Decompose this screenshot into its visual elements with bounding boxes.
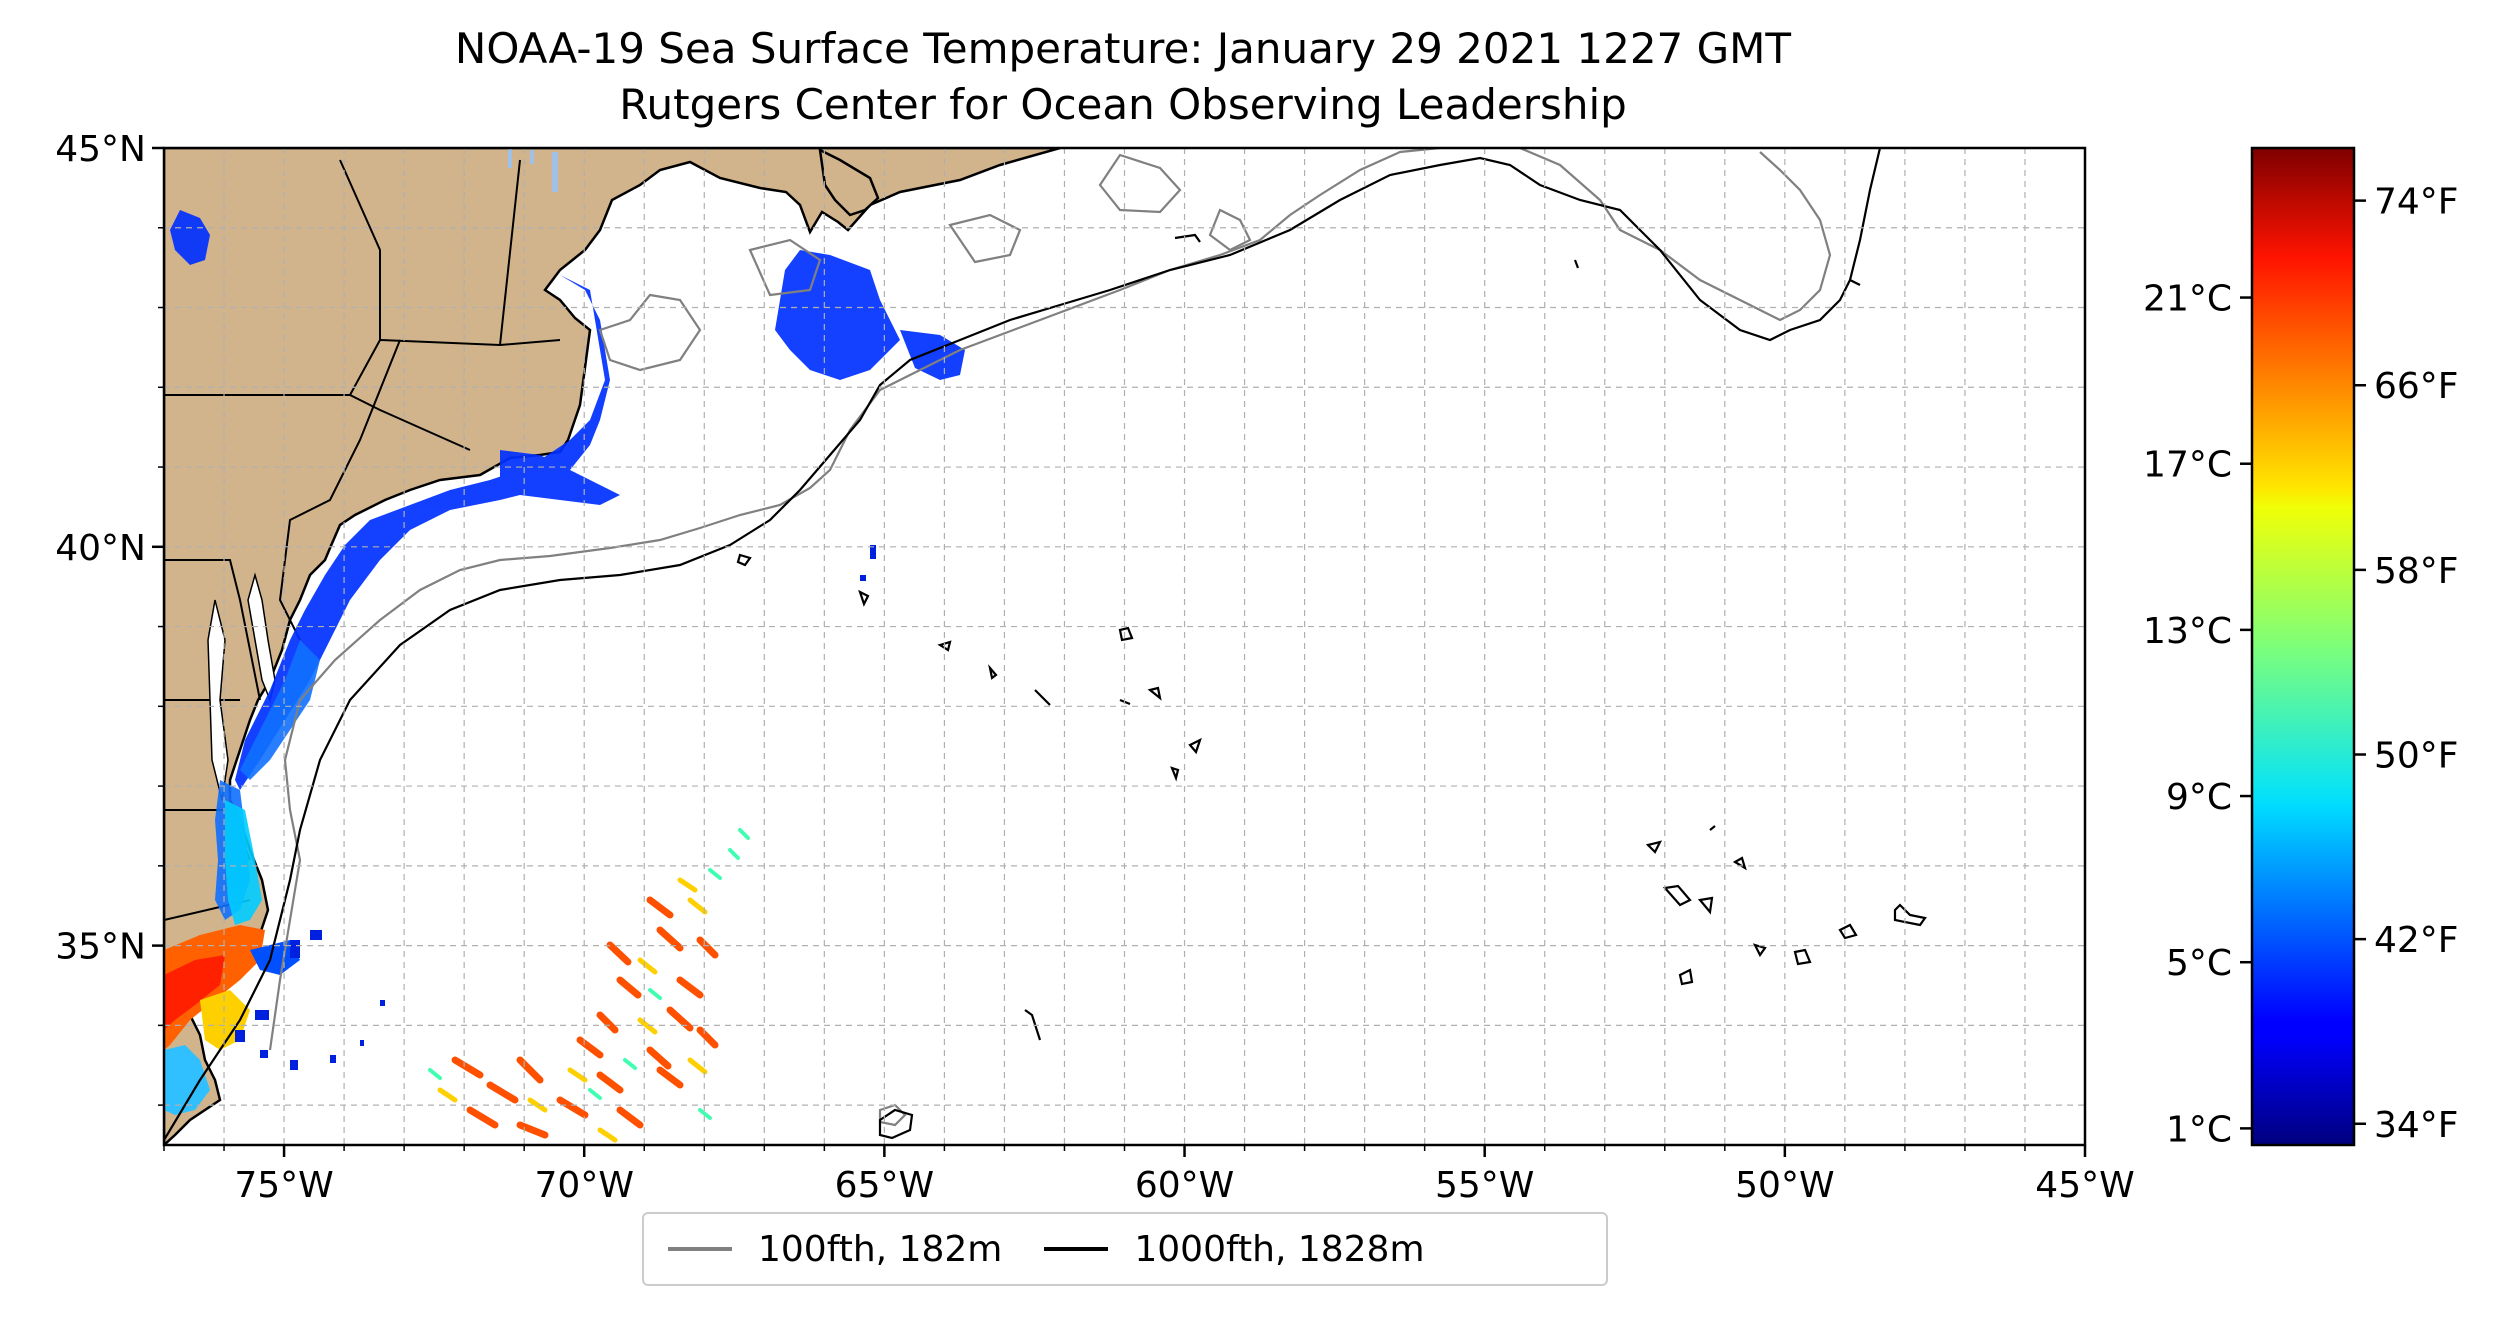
legend-swatch (1044, 1247, 1109, 1251)
land-nova-scotia (818, 148, 880, 217)
legend-swatch (668, 1247, 732, 1251)
y-tick-label: 40°N (55, 528, 146, 569)
contour-1000fth (164, 148, 1927, 1141)
chart-title: NOAA-19 Sea Surface Temperature: January… (454, 24, 1792, 73)
x-tick-label: 75°W (234, 1165, 333, 1206)
legend-entry-1000fth: 1000fth, 1828m (1044, 1228, 1425, 1270)
y-axis: 45°N 40°N 35°N (55, 129, 164, 1106)
land-north-america (164, 148, 1061, 1023)
legend: 100fth, 182m 1000fth, 1828m (642, 1212, 1608, 1286)
y-tick-label: 35°N (55, 927, 146, 968)
colorbar-fahrenheit-label: 74°F (2374, 182, 2459, 223)
colorbar-fahrenheit-label: 42°F (2374, 920, 2459, 961)
x-tick-label: 60°W (1135, 1165, 1234, 1206)
colorbar-celsius-label: 1°C (2166, 1109, 2232, 1150)
colorbar-celsius-label: 9°C (2166, 777, 2232, 818)
x-tick-label: 65°W (835, 1165, 934, 1206)
y-tick-label: 45°N (55, 129, 146, 170)
colorbar-fahrenheit-label: 50°F (2374, 736, 2459, 777)
colorbar-fahrenheit-label: 34°F (2374, 1105, 2459, 1146)
legend-label: 1000fth, 1828m (1134, 1228, 1425, 1270)
colorbar-celsius-label: 21°C (2143, 279, 2232, 320)
colorbar (2250, 146, 2356, 1147)
colorbar-celsius-axis: 1°C 5°C 9°C 13°C 17°C 21°C (2143, 279, 2252, 1150)
sst-warm-offshore (428, 828, 750, 1143)
x-tick-label: 70°W (535, 1165, 634, 1206)
colorbar-fahrenheit-label: 66°F (2374, 366, 2459, 407)
sst-cyan-shelf (225, 800, 262, 925)
lakes (508, 148, 558, 192)
chart-subtitle: Rutgers Center for Ocean Observing Leade… (619, 80, 1627, 129)
x-tick-label: 55°W (1435, 1165, 1534, 1206)
gridlines (164, 148, 2085, 1145)
colorbar-celsius-label: 17°C (2143, 445, 2232, 486)
x-tick-label: 45°W (2035, 1165, 2134, 1206)
colorbar-fahrenheit-axis: 34°F 42°F 50°F 58°F 66°F 74°F (2354, 182, 2459, 1146)
colorbar-fahrenheit-label: 58°F (2374, 551, 2459, 592)
bays (207, 572, 276, 801)
legend-entry-100fth: 100fth, 182m (668, 1229, 1002, 1270)
colorbar-celsius-label: 5°C (2166, 943, 2232, 984)
legend-label: 100fth, 182m (758, 1228, 1003, 1270)
colorbar-celsius-label: 13°C (2143, 611, 2232, 652)
x-axis: 75°W 70°W 65°W 60°W 55°W 50°W 45°W (163, 1145, 2135, 1206)
x-tick-label: 50°W (1735, 1165, 1834, 1206)
state-borders (164, 159, 561, 921)
sst-blue-speckles (235, 545, 876, 1070)
